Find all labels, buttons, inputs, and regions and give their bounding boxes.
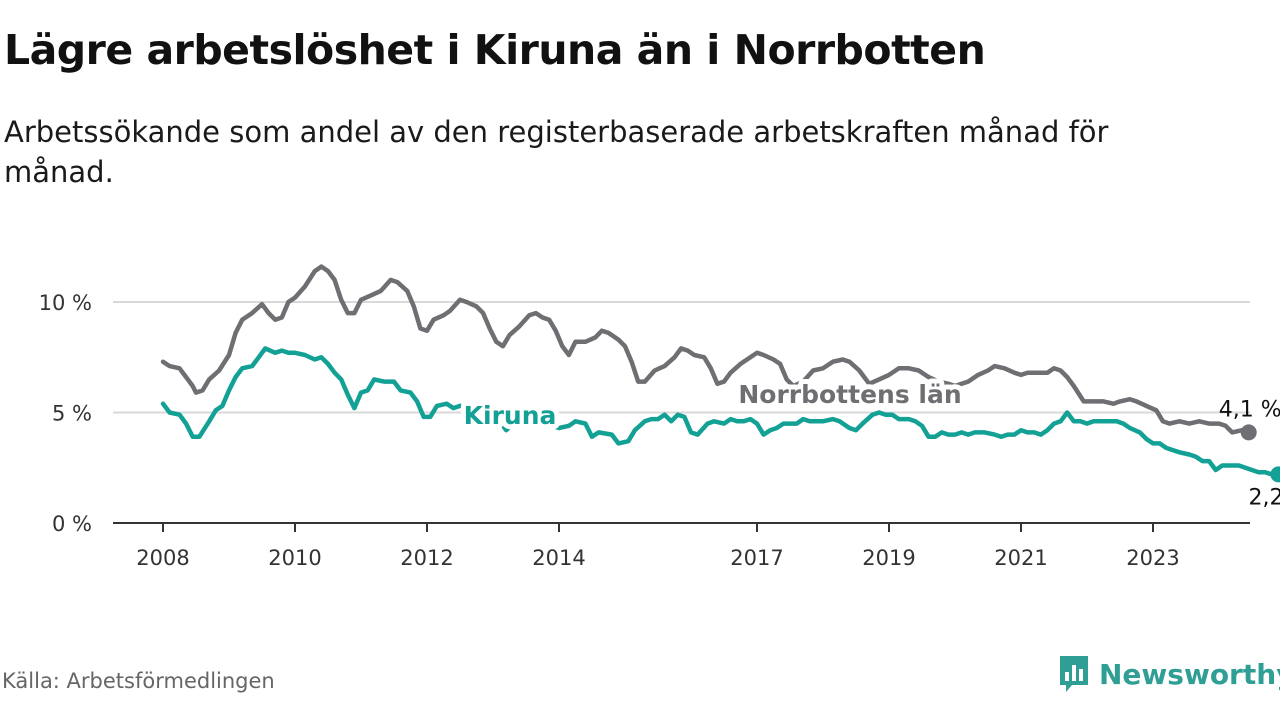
brand-logo[interactable]: Newsworthy [1057,654,1280,694]
y-tick-label-5: 5 % [52,402,92,426]
brand-name: Newsworthy [1099,657,1280,691]
chart-title: Lägre arbetslöshet i Kiruna än i Norrbot… [4,26,986,74]
x-tick-label-2019: 2019 [862,546,915,570]
series-labels: Norrbottens län Kiruna 4,1 % 2,2 % [459,375,1280,510]
newsworthy-logo-icon [1060,656,1088,692]
y-tick-label-0: 0 % [52,512,92,536]
x-tick-label-2014: 2014 [532,546,585,570]
series-line-norrbotten [160,264,1251,435]
y-axis-ticks: 0 % 5 % 10 % [39,291,92,536]
series-label-kiruna: Kiruna [464,401,557,430]
y-tick-label-10: 10 % [39,291,92,315]
series-label-norrbotten: Norrbottens län [738,380,961,409]
end-marker-kiruna [1270,466,1280,483]
end-label-kiruna: 2,2 % [1249,485,1280,510]
chart-subtitle: Arbetssökande som andel av den registerb… [4,115,1109,189]
gridlines [113,301,1250,414]
series-line-kiruna [160,346,1280,477]
series-lines [160,264,1280,483]
x-axis: 2008 2010 2012 2014 2017 2019 2021 2023 [113,522,1250,570]
x-tick-label-2017: 2017 [730,546,783,570]
x-tick-label-2012: 2012 [400,546,453,570]
x-tick-label-2021: 2021 [994,546,1047,570]
end-marker-norrbotten [1240,424,1257,441]
source-note: Källa: Arbetsförmedlingen [2,669,275,693]
x-tick-label-2010: 2010 [268,546,321,570]
x-tick-label-2008: 2008 [136,546,189,570]
end-label-norrbotten: 4,1 % [1219,397,1280,422]
x-tick-label-2023: 2023 [1126,546,1179,570]
